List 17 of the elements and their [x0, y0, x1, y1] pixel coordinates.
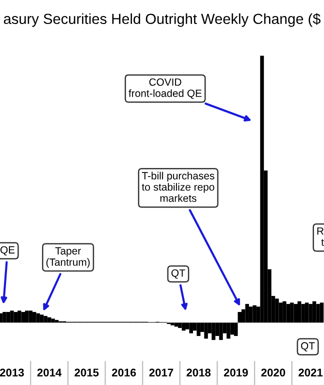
annotation: T-bill purchases to stabilize repo markets [142, 172, 214, 202]
x-tick-label: 2020 [261, 368, 286, 376]
annotation: Taper (Tantrum) [46, 247, 90, 268]
text: QT [301, 342, 315, 352]
x-tick-label: 2016 [112, 368, 136, 376]
chart-title: asury Securities Held Outright Weekly Change ($ [4, 13, 321, 27]
x-tick-label: 2013 [0, 368, 24, 377]
x-tick-label: 2021 [298, 368, 323, 376]
x-tick-label: 2019 [224, 368, 248, 376]
x-tick-label: 2014 [37, 368, 62, 376]
annotation: QE [0, 246, 15, 256]
x-tick-label: 2017 [149, 368, 174, 376]
annotation: COVID front-loaded QE [128, 78, 202, 99]
x-tick-label: 2015 [74, 368, 99, 376]
x-tick-label: 2018 [186, 368, 211, 376]
annotation: R t [317, 227, 324, 246]
annotation: QT [171, 269, 186, 279]
